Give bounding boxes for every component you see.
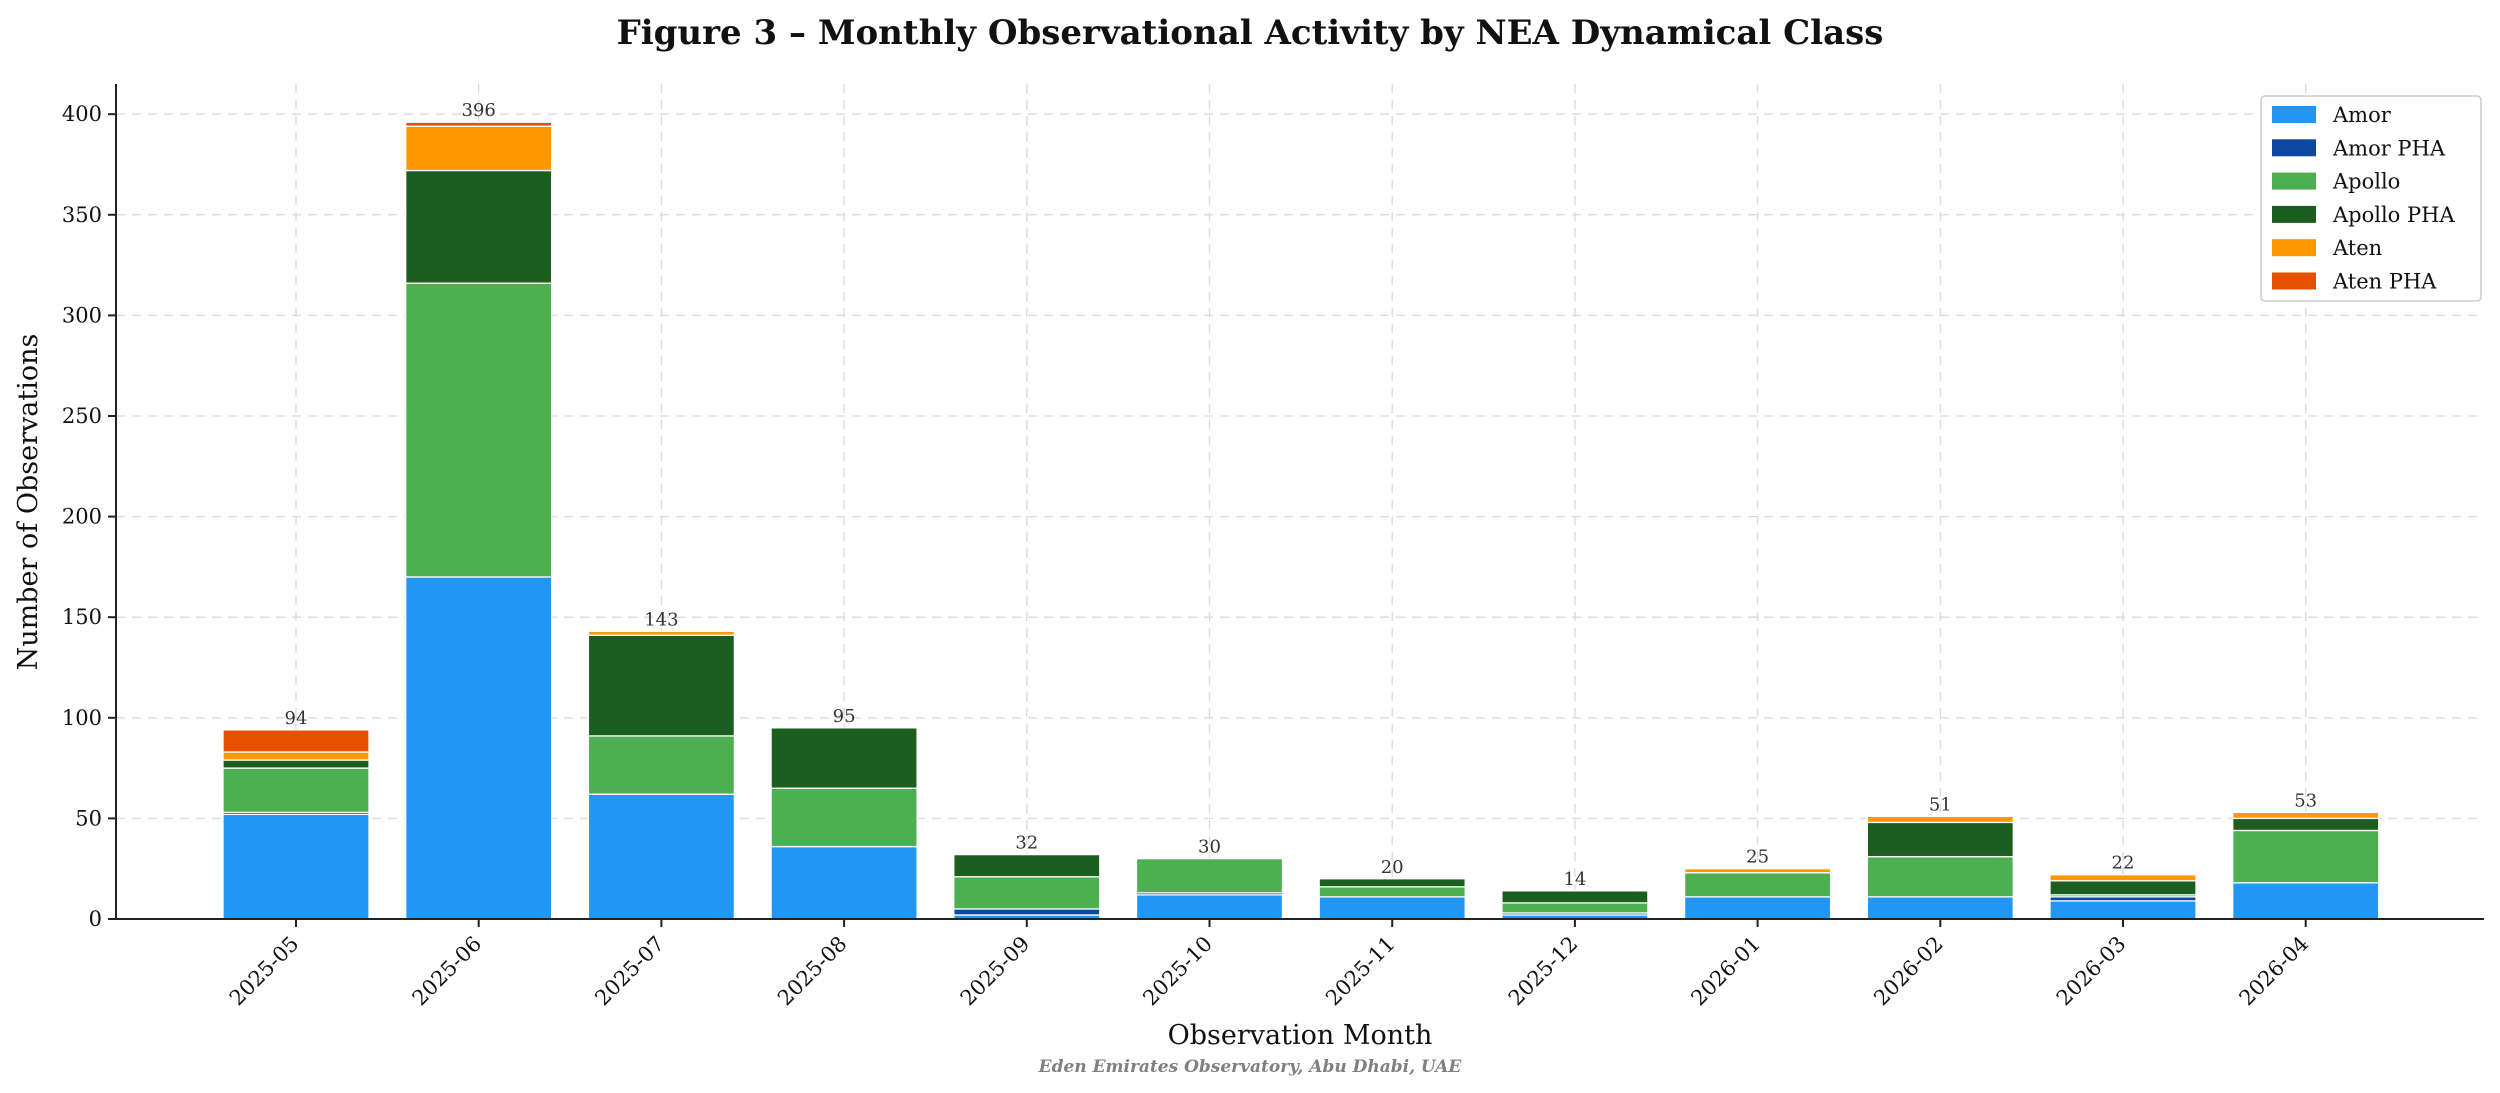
- bar-segment: [1866, 896, 2014, 920]
- chart-title: Figure 3 – Monthly Observational Activit…: [617, 13, 1884, 53]
- legend-label: Aten: [2332, 236, 2382, 260]
- bar-segment: [1866, 815, 2014, 824]
- y-tick-label: 0: [89, 907, 102, 931]
- totals-layer: 94 396 143 95 32 30 20 14 25 51 22 53: [285, 100, 2318, 890]
- bar-segment: [1318, 878, 1466, 888]
- bar-segment: [587, 630, 736, 636]
- x-tick-label: 2025-05: [225, 932, 304, 1011]
- bar-segment: [2049, 880, 2197, 896]
- axes-layer: [115, 84, 2484, 920]
- bar-segment: [2232, 882, 2380, 920]
- bar-segment: [1866, 855, 2014, 898]
- y-ticks: 0 50 100 150 200 250 300 350 400: [62, 102, 116, 931]
- bar-segment: [405, 169, 553, 284]
- bar-segment: [222, 729, 370, 753]
- y-tick-label: 300: [62, 303, 102, 327]
- bar-total-label: 30: [1198, 837, 1221, 858]
- bar-segment: [222, 759, 370, 769]
- legend-label: Aten PHA: [2332, 270, 2437, 294]
- bar-segment: [2049, 900, 2197, 920]
- x-tick-label: 2025-10: [1138, 932, 1217, 1011]
- bar-segment: [1501, 902, 1649, 914]
- legend: Amor Amor PHA Apollo Apollo PHA Aten Aten PHA: [2260, 95, 2482, 302]
- legend-label: Apollo PHA: [2332, 203, 2455, 227]
- credit-text: Eden Emirates Observatory, Abu Dhabi, UA…: [1038, 1057, 1463, 1077]
- bar-segment: [953, 908, 1101, 916]
- x-tick-label: 2026-02: [1869, 932, 1948, 1011]
- bar-segment: [405, 125, 553, 172]
- bar-total-label: 25: [1746, 847, 1769, 868]
- x-tick-label: 2025-08: [773, 932, 852, 1011]
- bar-segment: [587, 793, 736, 920]
- bar-total-label: 14: [1563, 869, 1586, 890]
- y-tick-label: 350: [62, 203, 102, 227]
- bar-segment: [2232, 817, 2380, 832]
- bar-total-label: 20: [1381, 857, 1404, 878]
- x-tick-label: 2026-03: [2052, 932, 2131, 1011]
- bar-total-label: 396: [462, 100, 496, 121]
- legend-swatch: [2272, 205, 2316, 223]
- y-tick-label: 400: [62, 102, 102, 126]
- x-tick-label: 2026-04: [2235, 932, 2314, 1011]
- bar-segment: [222, 767, 370, 814]
- bar-segment: [2232, 829, 2380, 884]
- legend-swatch: [2272, 239, 2316, 257]
- y-tick-label: 50: [75, 806, 102, 830]
- bar-segment: [222, 813, 370, 920]
- legend-swatch: [2272, 106, 2316, 123]
- bar-segment: [587, 735, 736, 795]
- x-tick-label: 2025-12: [1504, 932, 1583, 1011]
- x-axis-label: Observation Month: [1168, 1020, 1433, 1051]
- x-tick-label: 2025-06: [408, 932, 487, 1011]
- bar-segment: [953, 876, 1101, 910]
- grid-layer: [116, 84, 2484, 919]
- y-tick-label: 250: [62, 404, 102, 428]
- x-tick-label: 2025-11: [1321, 932, 1400, 1011]
- legend-label: Amor PHA: [2332, 136, 2446, 160]
- bar-segment: [405, 121, 553, 127]
- y-tick-label: 100: [62, 706, 102, 730]
- bar-total-label: 51: [1929, 794, 1952, 815]
- bar-segment: [1135, 857, 1284, 894]
- legend-label: Amor: [2332, 103, 2392, 127]
- bar-segment: [1683, 868, 1832, 874]
- bar-segment: [770, 727, 918, 789]
- bar-segment: [587, 634, 736, 737]
- bar-segment: [1501, 890, 1649, 904]
- bar-segment: [222, 751, 370, 761]
- x-tick-label: 2026-01: [1686, 932, 1765, 1011]
- bar-total-label: 32: [1015, 833, 1038, 854]
- x-tick-label: 2025-09: [956, 932, 1035, 1011]
- bar-segment: [2049, 874, 2197, 882]
- bar-segment: [770, 787, 918, 848]
- bar-total-label: 22: [2112, 853, 2135, 874]
- bar-segment: [405, 576, 553, 920]
- bar-total-label: 143: [644, 609, 678, 630]
- bar-segment: [1135, 894, 1284, 920]
- bar-total-label: 95: [833, 706, 856, 727]
- bar-segment: [2232, 811, 2380, 820]
- bar-segment: [405, 282, 553, 578]
- bar-total-label: 53: [2294, 790, 2317, 811]
- legend-swatch: [2272, 272, 2316, 290]
- bar-segment: [1683, 872, 1832, 898]
- bar-segment: [1318, 896, 1466, 920]
- y-tick-label: 150: [62, 605, 102, 629]
- bar-segment: [1866, 821, 2014, 858]
- legend-swatch: [2272, 139, 2316, 157]
- y-tick-label: 200: [62, 505, 102, 529]
- bar-segment: [1683, 896, 1832, 920]
- legend-swatch: [2272, 172, 2316, 190]
- legend-label: Apollo: [2332, 170, 2400, 194]
- bars-layer: [222, 121, 2380, 920]
- bar-segment: [953, 853, 1101, 878]
- x-ticks: 2025-05 2025-06 2025-07 2025-08 2025-09 2025-…: [225, 919, 2313, 1010]
- bar-segment: [1318, 886, 1466, 898]
- bar-segment: [770, 845, 918, 920]
- x-tick-label: 2025-07: [590, 932, 669, 1011]
- bar-total-label: 94: [285, 708, 308, 729]
- y-axis-label: Number of Observations: [13, 334, 44, 671]
